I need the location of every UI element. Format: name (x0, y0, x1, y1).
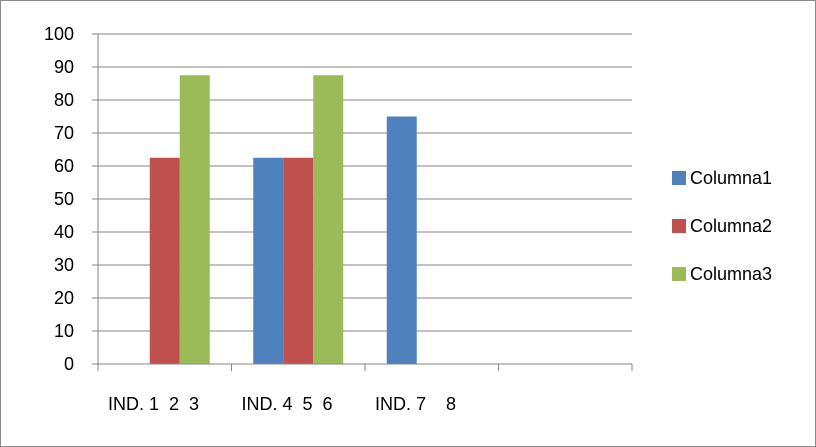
bar-columna3-cat2 (313, 75, 344, 364)
y-tick-label: 30 (54, 255, 74, 275)
legend-swatch-columna3 (672, 267, 686, 281)
y-tick-label: 70 (54, 123, 74, 143)
y-tick-label: 0 (64, 354, 74, 374)
y-tick-label: 10 (54, 321, 74, 341)
x-tick-labels: IND. 1 2 3 IND. 4 5 6 IND. 7 8 (108, 394, 456, 414)
y-tick-label: 40 (54, 222, 74, 242)
legend-label-columna2: Columna2 (690, 216, 772, 236)
x-tick-label: IND. 1 2 3 (108, 394, 199, 414)
bar-columna1-cat2 (253, 157, 284, 364)
y-tick-label: 80 (54, 90, 74, 110)
bars (149, 75, 417, 364)
bar-columna2-cat1 (149, 157, 180, 364)
y-tick-label: 50 (54, 189, 74, 209)
legend-swatch-columna2 (672, 219, 686, 233)
x-tick-label: IND. 7 8 (375, 394, 456, 414)
y-tick-labels: 0 10 20 30 40 50 60 70 80 90 100 (44, 24, 74, 374)
y-tick-label: 60 (54, 156, 74, 176)
y-tick-label: 90 (54, 57, 74, 77)
bar-columna1-cat3 (386, 116, 417, 364)
legend: Columna1 Columna2 Columna3 (672, 168, 772, 284)
y-tick-label: 100 (44, 24, 74, 44)
bar-columna2-cat2 (283, 157, 314, 364)
x-tick-label: IND. 4 5 6 (242, 394, 333, 414)
legend-label-columna1: Columna1 (690, 168, 772, 188)
y-tick-label: 20 (54, 288, 74, 308)
legend-swatch-columna1 (672, 171, 686, 185)
axes (92, 33, 633, 371)
legend-label-columna3: Columna3 (690, 264, 772, 284)
bar-columna3-cat1 (179, 75, 210, 364)
